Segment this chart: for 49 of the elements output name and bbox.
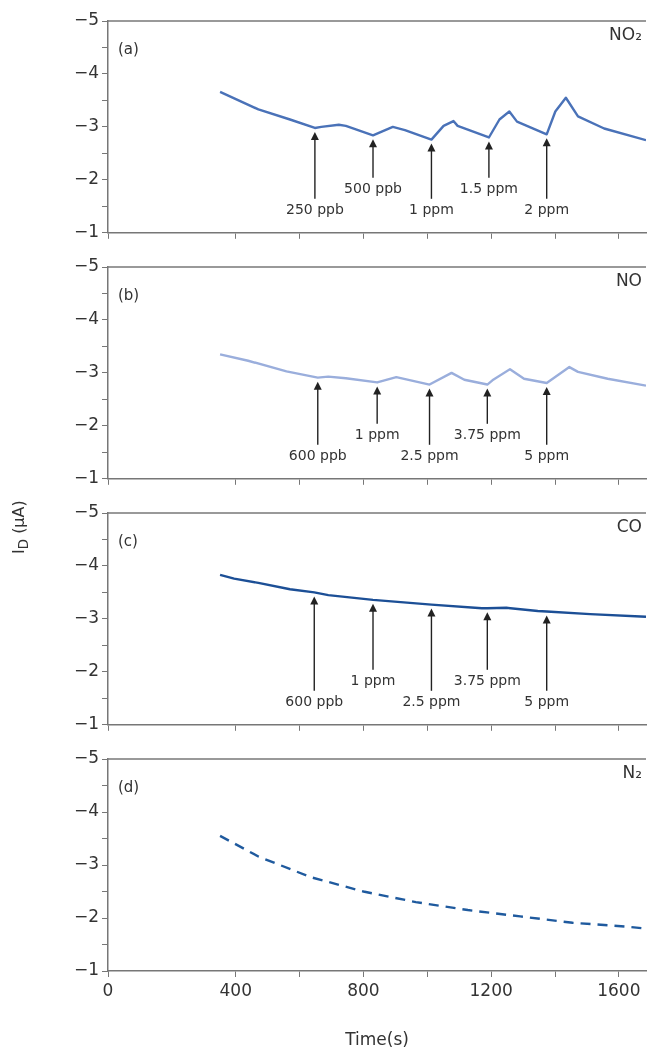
x-tick-label: 0 — [102, 979, 114, 1000]
y-tick-label: −5 — [73, 747, 99, 768]
annotation: 3.75 ppm — [453, 426, 521, 443]
y-tick-label: −2 — [73, 660, 99, 681]
annotation: 5 ppm — [524, 447, 570, 464]
y-tick-label: −2 — [73, 168, 99, 189]
annotation: 600 ppb — [288, 447, 347, 464]
y-tick-label: −4 — [73, 800, 99, 821]
y-tick-label: −1 — [73, 221, 99, 242]
annotation: 3.75 ppm — [453, 672, 521, 689]
y-tick-label: −3 — [73, 115, 99, 136]
text: CO — [616, 515, 642, 536]
y-tick-label: −3 — [73, 607, 99, 628]
annotation: 500 ppb — [344, 180, 403, 197]
x-tick-label: 1600 — [597, 979, 641, 1000]
annotation: (a) — [118, 40, 139, 59]
y-tick-label: −1 — [73, 467, 99, 488]
y-tick-label: −5 — [73, 255, 99, 276]
annotation: (b) — [118, 286, 140, 305]
y-tick-label: −5 — [73, 9, 99, 30]
annotation: 600 ppb — [285, 693, 344, 710]
annotation: 1 ppm — [409, 201, 454, 218]
annotation: (d) — [118, 778, 140, 797]
x-tick-label: 800 — [347, 979, 380, 1000]
text: NO — [615, 269, 642, 290]
annotation: 2.5 ppm — [400, 447, 459, 464]
x-axis-title: Time(s) — [344, 1029, 409, 1050]
y-tick-label: −4 — [73, 308, 99, 329]
y-tick-label: −3 — [73, 853, 99, 874]
y-tick-label: −3 — [73, 361, 99, 382]
annotation: (c) — [118, 532, 138, 551]
annotation: 2.5 ppm — [402, 693, 461, 710]
annotation: 250 ppb — [285, 201, 344, 218]
x-tick-label: 1200 — [469, 979, 513, 1000]
y-tick-label: −4 — [73, 62, 99, 83]
text: N₂ — [622, 761, 642, 782]
y-tick-label: −1 — [73, 713, 99, 734]
x-tick-label: 400 — [219, 979, 252, 1000]
y-tick-label: −2 — [73, 906, 99, 927]
annotation: 1 ppm — [354, 426, 400, 443]
annotation: 1 ppm — [350, 672, 396, 689]
annotation: 2 ppm — [524, 201, 570, 218]
annotation: 5 ppm — [524, 693, 570, 710]
annotation: 1.5 ppm — [459, 180, 518, 197]
text: NO₂ — [609, 23, 642, 44]
y-tick-label: −5 — [73, 501, 99, 522]
y-tick-label: −1 — [73, 959, 99, 980]
y-tick-label: −4 — [73, 554, 99, 575]
y-tick-label: −2 — [73, 414, 99, 435]
